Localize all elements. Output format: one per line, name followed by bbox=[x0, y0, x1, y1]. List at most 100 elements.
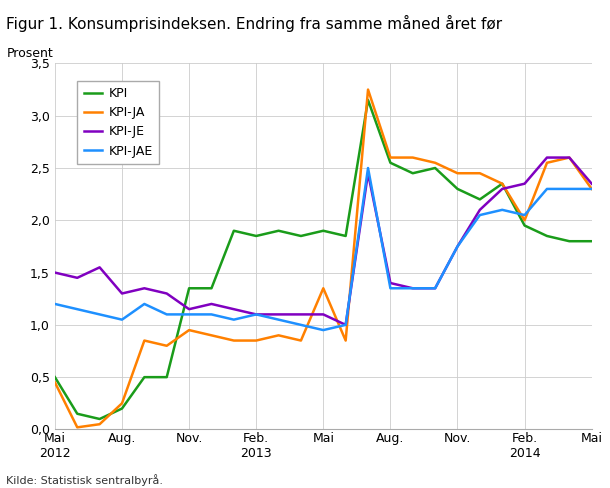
KPI-JE bbox=[476, 207, 484, 213]
KPI-JA bbox=[163, 343, 170, 349]
KPI bbox=[320, 228, 327, 234]
KPI bbox=[297, 233, 304, 239]
KPI-JAE bbox=[253, 311, 260, 317]
KPI bbox=[275, 228, 282, 234]
KPI bbox=[51, 374, 59, 380]
KPI bbox=[521, 223, 528, 228]
KPI-JE bbox=[118, 290, 126, 296]
KPI-JE bbox=[96, 264, 103, 270]
KPI-JAE bbox=[387, 285, 394, 291]
KPI bbox=[141, 374, 148, 380]
KPI-JE bbox=[208, 301, 215, 307]
KPI-JA bbox=[498, 181, 506, 186]
KPI bbox=[208, 285, 215, 291]
Line: KPI-JA: KPI-JA bbox=[55, 90, 592, 427]
KPI-JA bbox=[521, 217, 528, 223]
KPI-JAE bbox=[342, 322, 350, 328]
KPI-JE bbox=[297, 311, 304, 317]
KPI-JA bbox=[74, 425, 81, 430]
KPI-JE bbox=[230, 306, 237, 312]
KPI bbox=[588, 238, 595, 244]
KPI bbox=[565, 238, 573, 244]
KPI bbox=[342, 233, 350, 239]
KPI-JE bbox=[141, 285, 148, 291]
KPI-JA bbox=[208, 332, 215, 338]
KPI-JE bbox=[454, 244, 461, 249]
KPI bbox=[185, 285, 193, 291]
KPI bbox=[431, 165, 439, 171]
KPI-JA bbox=[185, 327, 193, 333]
KPI-JAE bbox=[364, 165, 371, 171]
KPI-JA bbox=[364, 87, 371, 93]
KPI-JAE bbox=[275, 317, 282, 323]
KPI-JAE bbox=[163, 311, 170, 317]
KPI-JE bbox=[498, 186, 506, 192]
KPI-JAE bbox=[141, 301, 148, 307]
KPI bbox=[118, 406, 126, 411]
KPI-JAE bbox=[476, 212, 484, 218]
Line: KPI-JAE: KPI-JAE bbox=[55, 168, 592, 330]
KPI-JA bbox=[118, 400, 126, 406]
KPI-JE bbox=[275, 311, 282, 317]
KPI-JAE bbox=[230, 317, 237, 323]
KPI-JAE bbox=[565, 186, 573, 192]
KPI-JAE bbox=[544, 186, 551, 192]
Legend: KPI, KPI-JA, KPI-JE, KPI-JAE: KPI, KPI-JA, KPI-JE, KPI-JAE bbox=[77, 81, 159, 164]
KPI-JA bbox=[96, 421, 103, 427]
KPI-JAE bbox=[208, 311, 215, 317]
KPI-JAE bbox=[454, 244, 461, 249]
KPI-JA bbox=[565, 155, 573, 161]
KPI bbox=[230, 228, 237, 234]
KPI-JAE bbox=[409, 285, 417, 291]
KPI bbox=[74, 411, 81, 417]
KPI bbox=[96, 416, 103, 422]
KPI-JA bbox=[454, 170, 461, 176]
KPI-JAE bbox=[521, 212, 528, 218]
Text: Kilde: Statistisk sentralbyrå.: Kilde: Statistisk sentralbyrå. bbox=[6, 474, 163, 486]
KPI-JA bbox=[141, 338, 148, 344]
KPI-JA bbox=[409, 155, 417, 161]
KPI-JE bbox=[185, 306, 193, 312]
KPI-JAE bbox=[118, 317, 126, 323]
KPI bbox=[163, 374, 170, 380]
KPI bbox=[454, 186, 461, 192]
KPI-JAE bbox=[297, 322, 304, 328]
KPI bbox=[544, 233, 551, 239]
KPI-JAE bbox=[588, 186, 595, 192]
KPI-JE bbox=[521, 181, 528, 186]
KPI-JA bbox=[588, 186, 595, 192]
KPI-JE bbox=[431, 285, 439, 291]
KPI bbox=[409, 170, 417, 176]
KPI-JA bbox=[544, 160, 551, 166]
KPI-JAE bbox=[96, 311, 103, 317]
KPI-JE bbox=[588, 181, 595, 186]
Line: KPI-JE: KPI-JE bbox=[55, 158, 592, 325]
KPI-JE bbox=[320, 311, 327, 317]
KPI-JE bbox=[51, 270, 59, 276]
KPI-JE bbox=[342, 322, 350, 328]
KPI-JA bbox=[230, 338, 237, 344]
KPI-JA bbox=[431, 160, 439, 166]
KPI-JE bbox=[364, 170, 371, 176]
KPI-JA bbox=[275, 332, 282, 338]
KPI-JE bbox=[163, 290, 170, 296]
KPI-JE bbox=[544, 155, 551, 161]
Text: Prosent: Prosent bbox=[7, 47, 53, 60]
KPI bbox=[253, 233, 260, 239]
KPI-JAE bbox=[320, 327, 327, 333]
KPI bbox=[476, 197, 484, 203]
KPI-JE bbox=[565, 155, 573, 161]
KPI bbox=[387, 160, 394, 166]
KPI bbox=[498, 181, 506, 186]
KPI-JE bbox=[387, 280, 394, 286]
KPI-JAE bbox=[51, 301, 59, 307]
KPI-JAE bbox=[185, 311, 193, 317]
KPI-JE bbox=[409, 285, 417, 291]
KPI-JA bbox=[342, 338, 350, 344]
Line: KPI: KPI bbox=[55, 100, 592, 419]
KPI-JE bbox=[74, 275, 81, 281]
Text: Figur 1. Konsumprisindeksen. Endring fra samme måned året før: Figur 1. Konsumprisindeksen. Endring fra… bbox=[6, 15, 502, 32]
KPI-JA bbox=[297, 338, 304, 344]
KPI-JAE bbox=[431, 285, 439, 291]
KPI-JA bbox=[476, 170, 484, 176]
